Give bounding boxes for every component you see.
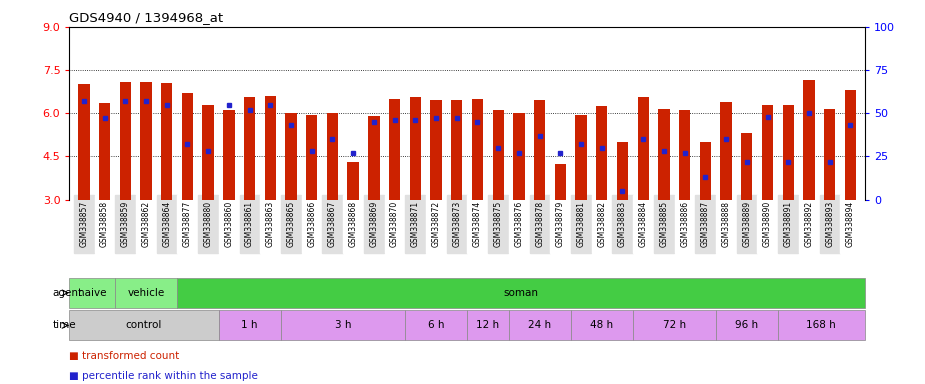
Bar [721,102,732,200]
Bar [637,98,649,200]
Bar [762,104,773,200]
Bar [451,100,462,200]
Bar [368,116,379,200]
Text: GDS4940 / 1394968_at: GDS4940 / 1394968_at [69,11,224,24]
Text: 72 h: 72 h [662,320,685,331]
Bar [99,103,110,200]
Bar [115,278,177,308]
Bar [285,113,297,200]
Bar [119,82,131,200]
Bar [177,278,865,308]
Bar [223,111,235,200]
Bar [161,83,172,200]
Bar [141,82,152,200]
Text: agent: agent [53,288,83,298]
Text: time: time [53,320,77,331]
Text: ■ transformed count: ■ transformed count [69,351,179,361]
Bar [741,134,753,200]
Bar [571,310,633,341]
Bar [203,104,214,200]
Text: 12 h: 12 h [476,320,500,331]
Bar [778,310,865,341]
Text: 1 h: 1 h [241,320,258,331]
Bar [467,310,509,341]
Text: vehicle: vehicle [128,288,165,298]
Bar [845,90,856,200]
Bar [716,310,778,341]
Bar [280,310,405,341]
Bar [388,99,401,200]
Bar [575,115,586,200]
Bar [327,113,339,200]
Bar [555,164,566,200]
Bar [181,93,193,200]
Bar [348,162,359,200]
Bar [410,98,421,200]
Text: soman: soman [503,288,538,298]
Text: 3 h: 3 h [335,320,352,331]
Bar [430,100,442,200]
Bar [596,106,608,200]
Bar [803,80,815,200]
Text: 6 h: 6 h [427,320,444,331]
Bar [492,111,504,200]
Bar [534,100,546,200]
Bar [509,310,571,341]
Bar [783,104,794,200]
Bar [306,115,317,200]
Bar [218,310,280,341]
Bar [265,96,276,200]
Bar [513,113,524,200]
Bar [699,142,711,200]
Bar [679,111,690,200]
Bar [79,84,90,200]
Bar [633,310,716,341]
Bar [244,98,255,200]
Text: 24 h: 24 h [528,320,551,331]
Text: 168 h: 168 h [807,320,836,331]
Bar [69,278,115,308]
Bar [824,109,835,200]
Text: 48 h: 48 h [590,320,613,331]
Text: ■ percentile rank within the sample: ■ percentile rank within the sample [69,371,258,381]
Bar [659,109,670,200]
Text: 96 h: 96 h [735,320,758,331]
Bar [69,310,218,341]
Bar [472,99,483,200]
Text: control: control [126,320,162,331]
Bar [617,142,628,200]
Text: naive: naive [78,288,106,298]
Bar [405,310,467,341]
